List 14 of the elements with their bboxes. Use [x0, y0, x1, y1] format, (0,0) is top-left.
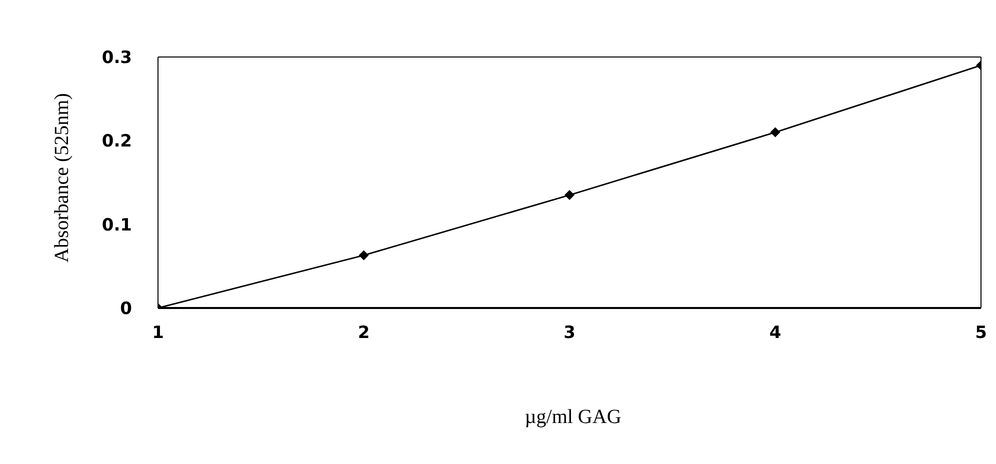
y-axis-title: Absorbance (525nm)	[51, 93, 74, 262]
y-tick-label: 0.1	[102, 215, 132, 236]
x-tick-label: 5	[975, 323, 987, 344]
point	[770, 127, 780, 138]
x-tick-label: 1	[152, 323, 164, 344]
x-tick-label: 4	[769, 323, 782, 344]
x-axis-title: µg/ml GAG	[524, 406, 622, 429]
x-tick-label: 3	[564, 323, 576, 344]
y-tick-label: 0.2	[102, 132, 132, 152]
point	[358, 250, 369, 260]
y-tick-label: 0	[120, 299, 132, 320]
x-tick-label: 2	[358, 323, 370, 344]
point	[564, 190, 574, 200]
y-tick-label: 0.3	[102, 48, 132, 68]
